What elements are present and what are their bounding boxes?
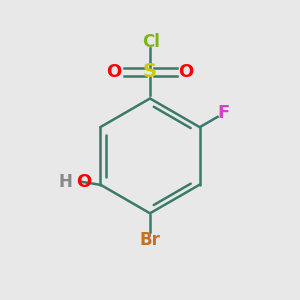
Text: Cl: Cl <box>142 33 160 51</box>
Text: Br: Br <box>140 231 160 249</box>
Text: O: O <box>106 63 122 81</box>
Text: O: O <box>178 63 194 81</box>
Text: H: H <box>58 173 73 191</box>
Text: F: F <box>218 104 230 122</box>
Text: S: S <box>143 62 157 82</box>
Text: O: O <box>76 173 92 191</box>
